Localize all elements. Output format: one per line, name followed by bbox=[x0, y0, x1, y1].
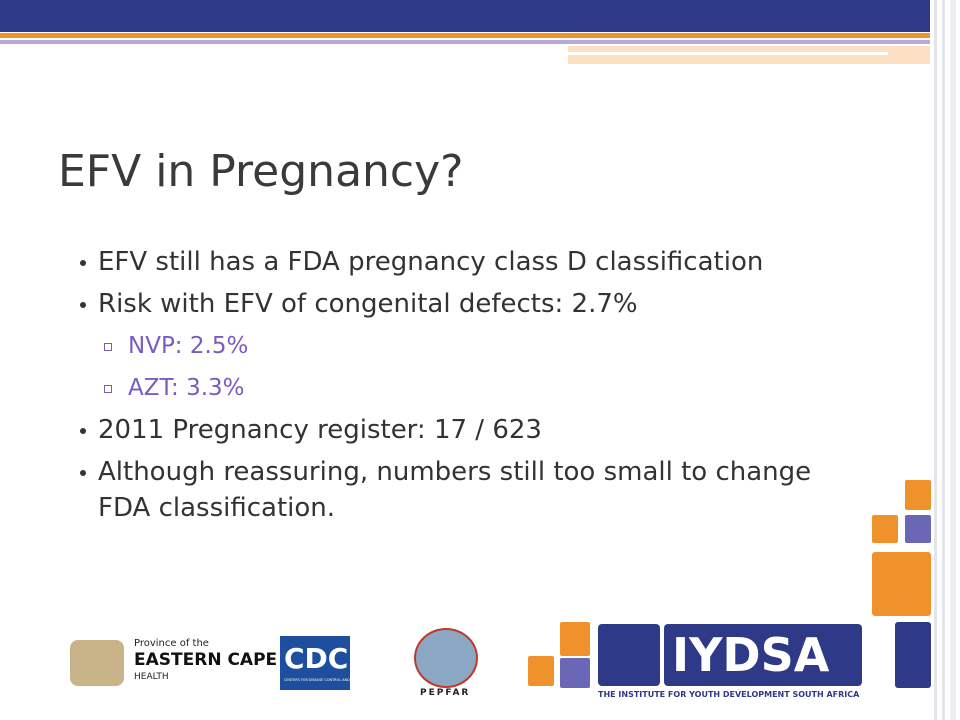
logo-text: HEALTH bbox=[134, 672, 169, 682]
bullet-text: EFV still has a FDA pregnancy class D cl… bbox=[98, 247, 764, 277]
logo-text: THE INSTITUTE FOR YOUTH DEVELOPMENT SOUT… bbox=[598, 690, 860, 699]
top-stripe bbox=[0, 40, 930, 44]
bullet-marker bbox=[80, 470, 86, 476]
logo-text: IYDSA bbox=[672, 628, 830, 682]
bullet-text: Risk with EFV of congenital defects: 2.7… bbox=[98, 289, 638, 319]
bullet-text: NVP: 2.5% bbox=[128, 333, 249, 359]
sub-bullet: NVP: 2.5% bbox=[80, 328, 870, 364]
deco-square bbox=[872, 552, 931, 616]
bullet-text: 2011 Pregnancy register: 17 / 623 bbox=[98, 415, 542, 445]
logo-text: CENTERS FOR DISEASE CONTROL AND PREVENTI… bbox=[284, 678, 373, 682]
edge-line bbox=[950, 0, 956, 720]
sub-bullet: AZT: 3.3% bbox=[80, 370, 870, 406]
top-bar bbox=[0, 0, 930, 32]
logo-text: Province of the bbox=[134, 638, 209, 649]
deco-square bbox=[560, 622, 590, 656]
deco-square bbox=[905, 515, 931, 543]
bullet: Although reassuring, numbers still too s… bbox=[80, 454, 870, 526]
edge-line bbox=[934, 0, 937, 720]
bullet-marker bbox=[80, 428, 86, 434]
iydsa-banner bbox=[664, 624, 862, 686]
cdc-logo bbox=[280, 636, 350, 690]
bullet: Risk with EFV of congenital defects: 2.7… bbox=[80, 286, 870, 322]
deco-square bbox=[560, 658, 590, 688]
coat-of-arms bbox=[70, 640, 124, 686]
bullet-marker bbox=[80, 302, 86, 308]
bullet: EFV still has a FDA pregnancy class D cl… bbox=[80, 244, 870, 280]
top-stripe bbox=[568, 52, 888, 55]
deco-square bbox=[905, 480, 931, 510]
deco-square bbox=[895, 622, 931, 688]
pepfar-seal bbox=[414, 628, 478, 688]
iydsa-icon bbox=[598, 624, 660, 686]
deco-square bbox=[872, 515, 898, 543]
bullet-marker bbox=[104, 385, 112, 393]
bullet-text: AZT: 3.3% bbox=[128, 375, 245, 401]
edge-line bbox=[942, 0, 945, 720]
bullet-text: Although reassuring, numbers still too s… bbox=[98, 457, 812, 523]
bullet: 2011 Pregnancy register: 17 / 623 bbox=[80, 412, 870, 448]
bullet-list: EFV still has a FDA pregnancy class D cl… bbox=[80, 244, 870, 532]
bullet-marker bbox=[80, 260, 86, 266]
logo-text: PEPFAR bbox=[420, 688, 471, 698]
logo-text: EASTERN CAPE bbox=[134, 650, 278, 670]
logo-text: CDC bbox=[284, 642, 349, 675]
top-stripe bbox=[568, 46, 930, 64]
deco-square bbox=[528, 656, 554, 686]
bullet-marker bbox=[104, 343, 112, 351]
slide-title: EFV in Pregnancy? bbox=[58, 146, 464, 197]
top-stripe bbox=[0, 33, 930, 38]
